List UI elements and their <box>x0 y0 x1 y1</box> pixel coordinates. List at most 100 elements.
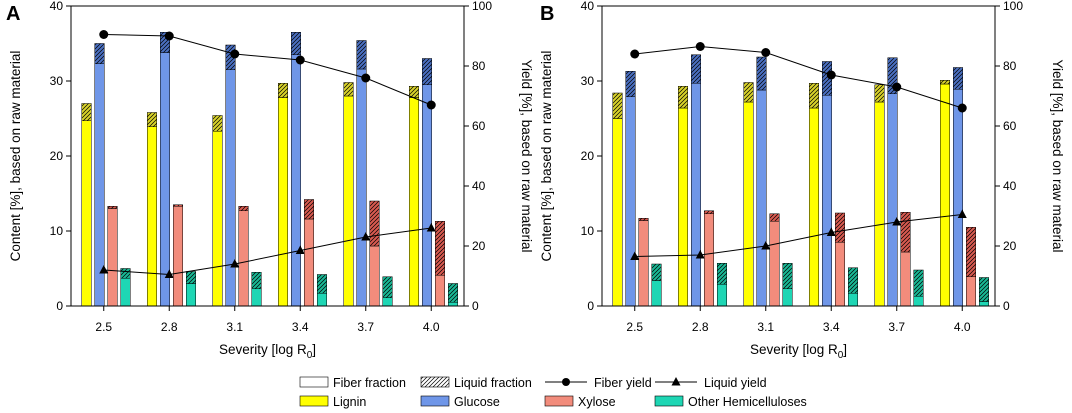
panel-b-xtick-label: 2.5 <box>626 320 643 334</box>
panel-b-bar-liquid <box>756 56 767 91</box>
panel-a-ytick-left-label: 10 <box>50 224 64 238</box>
panel-a-fiber-yield-point <box>426 100 436 110</box>
panel-a-x-axis-label: Severity [log R0] <box>219 342 316 361</box>
panel-a-bar-fiber <box>369 245 380 307</box>
panel-a-letter: A <box>6 3 20 25</box>
panel-b-bar-fiber <box>913 296 924 307</box>
panel-b-bar-liquid <box>900 212 911 253</box>
panel-b-liquid-yield-point <box>695 250 705 259</box>
panel-a-ytick-right-label: 100 <box>472 0 492 13</box>
panel-a-liquid-yield-point <box>295 245 305 254</box>
panel-a-bar-fiber <box>409 97 419 307</box>
panel-a-xtick-label: 2.8 <box>161 320 178 334</box>
panel-a-bar-fiber <box>422 84 432 307</box>
panel-b-bar-fiber <box>743 101 754 307</box>
panel-a-xtick-label: 3.1 <box>226 320 243 334</box>
panel-b-bar-fiber <box>638 220 649 307</box>
panel-a-bar-liquid <box>409 86 419 98</box>
panel-a-bar-liquid <box>278 83 288 98</box>
panel-b-letter: B <box>540 3 554 25</box>
panel-b-bar-liquid <box>782 263 793 289</box>
panel-b-ytick-right-label: 100 <box>1003 0 1023 13</box>
panel-b-ytick-right-label: 60 <box>1003 119 1017 133</box>
panel-b-ytick-left-label: 10 <box>581 224 595 238</box>
panel-b-fiber-yield-point <box>695 42 705 51</box>
panel-b-bar-fiber <box>966 276 976 307</box>
legend-label-fiber-fraction: Fiber fraction <box>333 376 406 390</box>
legend-label-liquid-yield: Liquid yield <box>704 376 767 390</box>
panel-a-ytick-left-label: 40 <box>50 0 64 13</box>
panel-b-ytick-right-label: 20 <box>1003 239 1017 253</box>
panel-b-bar-liquid <box>913 269 924 297</box>
panel-b-bar-fiber <box>678 107 688 307</box>
panel-b-fiber-yield-point <box>892 82 902 92</box>
panel-a-bar-liquid <box>304 199 314 220</box>
legend-label-other-hemicelluloses: Other Hemicelluloses <box>688 395 807 409</box>
panel-b-bar-fiber <box>612 118 623 307</box>
panel-a-bar-fiber <box>291 54 301 307</box>
legend-swatch-xylose <box>544 395 574 407</box>
panel-b-bar-liquid <box>769 213 780 222</box>
panel-b-bar-fiber <box>848 293 858 307</box>
panel-b-xtick-label: 4.0 <box>954 320 971 334</box>
panel-b-bar-liquid <box>940 80 950 85</box>
legend-label-fiber-yield: Fiber yield <box>594 376 652 390</box>
panel-b-bar-liquid <box>887 57 898 94</box>
panel-a-xtick-label: 3.4 <box>292 320 309 334</box>
panel-a-bar-liquid <box>81 103 92 121</box>
panel-b-bar-liquid <box>678 86 688 109</box>
panel-b-bar-liquid <box>835 212 845 243</box>
panel-a-bar-fiber <box>160 52 170 307</box>
panel-b-bar-liquid <box>691 54 701 84</box>
panel-b-bar-fiber <box>756 89 767 307</box>
panel-a-bar-fiber <box>251 288 262 307</box>
panel-b-fiber-yield-point <box>630 49 640 59</box>
panel-a-bar-fiber <box>343 95 354 307</box>
panel-a-bar-fiber <box>304 218 314 307</box>
panel-a-bar-fiber <box>120 278 131 307</box>
panel-a-bar-liquid <box>356 40 367 70</box>
panel-a-bar-liquid <box>107 206 118 209</box>
panel-b-xtick-label: 3.4 <box>823 320 840 334</box>
panel-b-bar-fiber <box>717 284 727 307</box>
panel-b-bar-fiber <box>900 251 911 307</box>
panel-a-fiber-yield-point <box>230 49 240 59</box>
panel-a-bar-liquid <box>238 206 249 211</box>
panel-a-bar-fiber <box>435 275 445 307</box>
panel-a-bar-fiber <box>173 206 183 307</box>
panel-a-bar-fiber <box>448 302 458 307</box>
panel-b-y-axis-label-left: Content [%], based on raw material <box>539 51 554 262</box>
panel-a-bar-fiber <box>212 131 223 307</box>
panel-b-bar-fiber <box>822 95 832 307</box>
panel-b-bar-fiber <box>887 93 898 307</box>
panel-b-bar-liquid <box>848 267 858 294</box>
panel-a-bar-fiber <box>107 208 118 307</box>
panel-b-bar-liquid <box>953 67 963 90</box>
panel-a-fiber-yield-point <box>99 30 109 39</box>
legend-swatch-fiber-fraction <box>299 376 329 388</box>
panel-b-liquid-yield-point <box>630 251 640 260</box>
panel-a-y-axis-label-right: Yield [%], based on raw material <box>519 59 534 252</box>
panel-a-bar-liquid <box>448 283 458 303</box>
panel-b-xtick-label: 3.1 <box>757 320 774 334</box>
legend-label-liquid-fraction: Liquid fraction <box>454 376 532 390</box>
panel-a-bar-liquid <box>173 204 183 207</box>
legend-swatch-lignin <box>299 395 329 407</box>
panel-a-bar-liquid <box>251 272 262 289</box>
panel-b-bar-liquid <box>704 210 714 214</box>
panel-b-liquid-yield-point <box>761 241 771 250</box>
panel-a-liquid-yield-point <box>99 265 109 274</box>
panel-a-bar-liquid <box>291 32 301 55</box>
panel-b-ytick-left-label: 30 <box>581 74 595 88</box>
panel-a-ytick-right-label: 20 <box>472 239 486 253</box>
legend-fiber-yield-marker <box>562 378 570 386</box>
panel-a-bar-liquid <box>382 276 393 298</box>
panel-b-liquid-yield-point <box>957 209 967 218</box>
panel-a-ytick-right-label: 60 <box>472 119 486 133</box>
panel-b-bar-fiber <box>835 242 845 307</box>
legend-label-lignin: Lignin <box>333 395 366 409</box>
panel-b-bar-liquid <box>966 227 976 277</box>
legend-swatch-glucose <box>420 395 450 407</box>
panel-b-line-fiber-yield <box>634 45 963 109</box>
panel-a-bar-liquid <box>317 274 327 294</box>
